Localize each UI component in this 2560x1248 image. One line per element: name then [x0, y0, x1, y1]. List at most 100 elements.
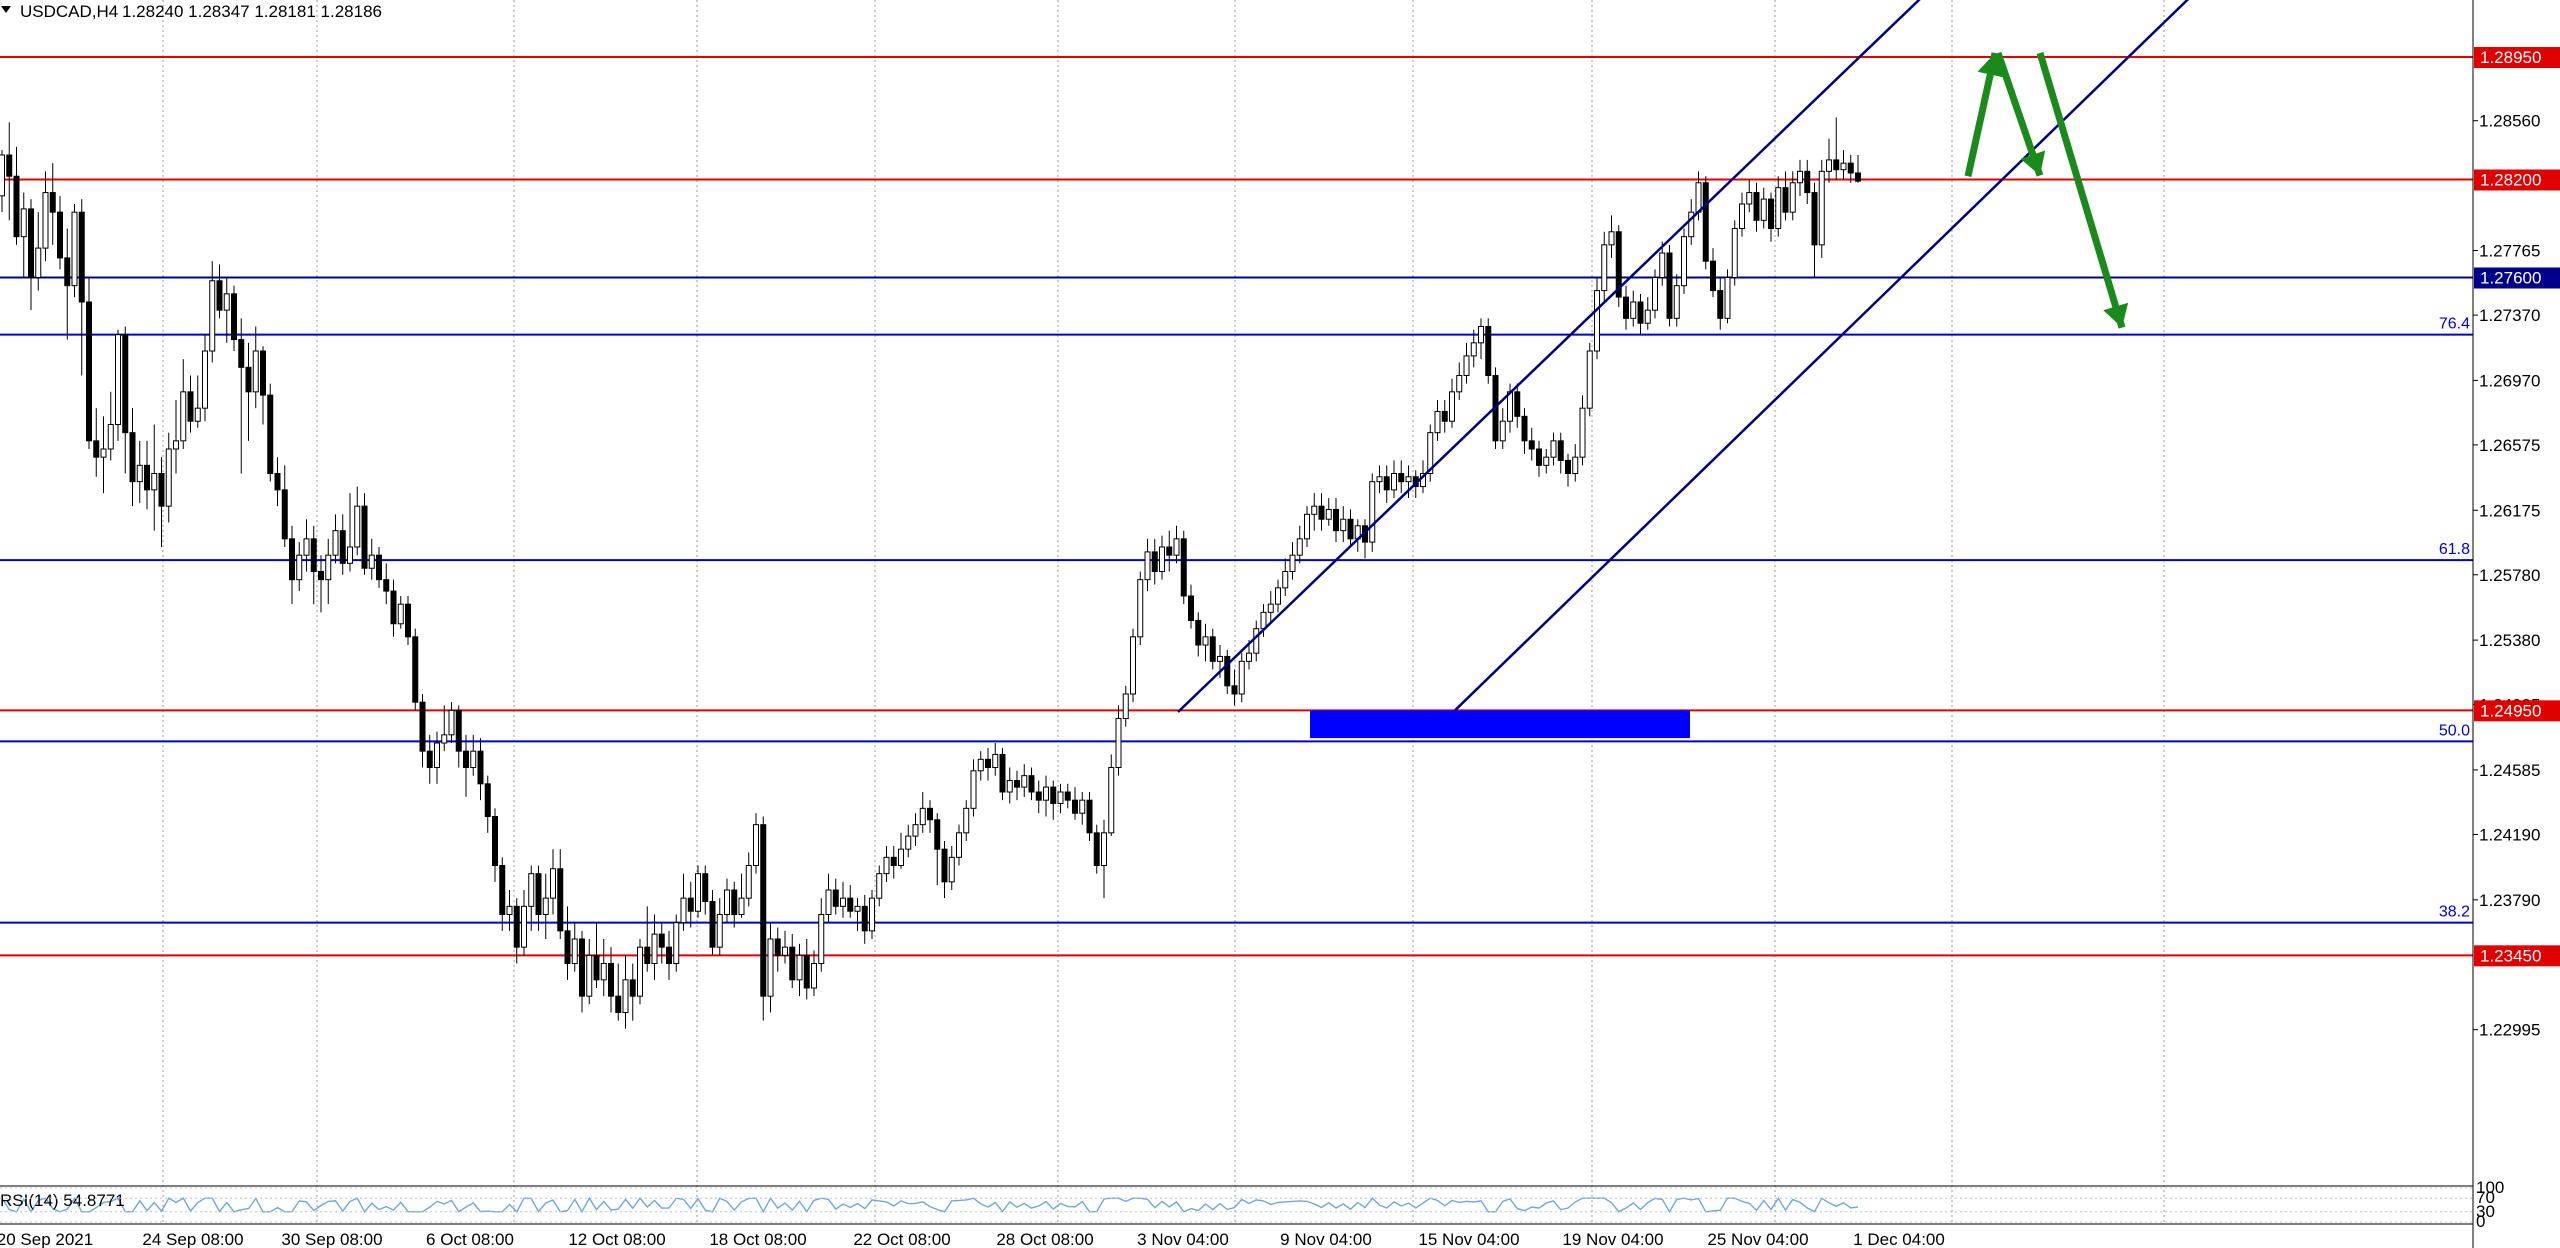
candle-bull: [796, 954, 803, 981]
candle-bear: [1231, 685, 1238, 695]
candle-bull: [303, 538, 310, 556]
candle-bull: [1673, 285, 1680, 319]
candle-bear: [666, 946, 672, 965]
candle-bull: [883, 856, 890, 875]
candle-bull: [1449, 391, 1455, 422]
rsi-level-label: 30: [2476, 1202, 2495, 1221]
candle-bull: [912, 824, 919, 837]
candle-bull: [869, 897, 875, 932]
candle-bear: [419, 701, 426, 752]
candle-bear: [310, 538, 317, 572]
demand-zone: [1310, 710, 1690, 739]
candle-bear: [1180, 538, 1187, 597]
candle-bull: [825, 889, 832, 915]
candle-bear: [615, 995, 622, 1014]
time-tick-label: 25 Nov 04:00: [1707, 1230, 1808, 1248]
channel-upper-line: [1177, 0, 1921, 713]
candle-bull: [840, 897, 846, 907]
candle-bear: [1710, 260, 1716, 292]
price-axis: 1.28560 1.27765 1.27370 1.26970 1.26575 1.261…: [2473, 112, 2540, 1040]
candle-bear: [941, 848, 948, 883]
candle-bull: [1021, 775, 1028, 788]
candle-bear: [1536, 448, 1542, 466]
triangle-down-icon[interactable]: [1, 6, 11, 13]
candle-bull: [1775, 187, 1782, 230]
candle-bull: [1724, 277, 1731, 319]
price-tick-label: 1.28560: [2479, 112, 2540, 131]
fib-label: 61.8: [2439, 541, 2470, 558]
candle-bear: [390, 590, 397, 625]
candle-bear: [687, 897, 694, 912]
candle-bear: [1811, 192, 1818, 246]
candle-bear: [93, 440, 100, 458]
candle-bull: [992, 753, 999, 769]
candle-bull: [1391, 473, 1397, 491]
candle-bear: [78, 211, 85, 303]
candle-bear: [629, 979, 636, 997]
candle-bull: [1311, 505, 1318, 515]
level-price-tags: 1.28950 1.28200 1.27600 1.24950 1.23450: [2474, 47, 2560, 967]
candle-bull: [1253, 628, 1260, 654]
candle-bull: [1289, 554, 1296, 573]
candle-bull: [180, 391, 187, 442]
candle-bull: [970, 770, 977, 809]
candle-bull: [1325, 508, 1332, 520]
candle-bear: [412, 636, 419, 703]
level-tag-box: [2474, 267, 2560, 289]
ohlc-values: 1.28240 1.28347 1.28181 1.28186: [122, 2, 382, 21]
price-tick-label: 1.22995: [2479, 1021, 2540, 1040]
level-tag-label: 1.28200: [2480, 171, 2541, 190]
candle-bull: [1826, 159, 1832, 172]
level-tag-label: 1.24950: [2480, 701, 2541, 720]
candle-bear: [260, 350, 266, 396]
candle-bull: [905, 835, 912, 850]
candle-bull: [767, 938, 774, 997]
candle-bear: [1804, 170, 1811, 194]
rsi-label: RSI(14) 54.8771: [0, 1191, 125, 1210]
projection-arrows: [1964, 51, 2129, 329]
candle-bear: [1224, 655, 1231, 687]
candle-bull: [1173, 538, 1180, 556]
time-tick-label: 24 Sep 08:00: [142, 1230, 243, 1248]
candle-bear: [1637, 301, 1644, 324]
time-tick-label: 3 Nov 04:00: [1137, 1230, 1229, 1248]
candle-bull: [1681, 236, 1687, 287]
candle-bull: [0, 154, 5, 197]
candle-bull: [325, 554, 332, 581]
candle-bear: [1035, 791, 1042, 801]
candle-bull: [1108, 767, 1115, 834]
candle-bull: [1260, 611, 1267, 630]
candle-bear: [64, 257, 71, 287]
level-tag-label: 1.28950: [2480, 48, 2541, 67]
candle-bull: [898, 848, 904, 867]
candle-bull: [680, 897, 687, 924]
candle-bear: [1702, 182, 1709, 262]
candle-bull: [1456, 375, 1463, 393]
candle-bear: [658, 933, 665, 948]
candle-bull: [948, 856, 955, 883]
time-tick-label: 9 Nov 04:00: [1280, 1230, 1372, 1248]
candle-bear: [702, 873, 709, 902]
price-tick-label: 1.26970: [2479, 371, 2540, 390]
candle-bull: [252, 350, 259, 393]
fib-label: 38.2: [2439, 904, 2470, 921]
candle-bear: [1209, 636, 1216, 662]
candle-bear: [238, 339, 245, 368]
level-tag-box: [2474, 945, 2560, 967]
candle-bull: [1818, 170, 1825, 246]
time-tick-label: 6 Oct 08:00: [426, 1230, 514, 1248]
candle-bear: [803, 954, 810, 989]
candle-bear: [934, 819, 941, 850]
candle-bear: [267, 394, 274, 475]
candle-bear: [1753, 192, 1760, 221]
candle-bull: [753, 824, 759, 867]
candle-bull: [1572, 456, 1579, 474]
candle-bull: [20, 208, 27, 238]
candle-bull: [1267, 603, 1274, 613]
candle-bull: [1275, 587, 1281, 605]
candle-bear: [579, 938, 585, 997]
candle-bull: [1369, 481, 1376, 543]
candle-bull: [296, 554, 303, 581]
price-tick-label: 1.26175: [2479, 501, 2540, 520]
